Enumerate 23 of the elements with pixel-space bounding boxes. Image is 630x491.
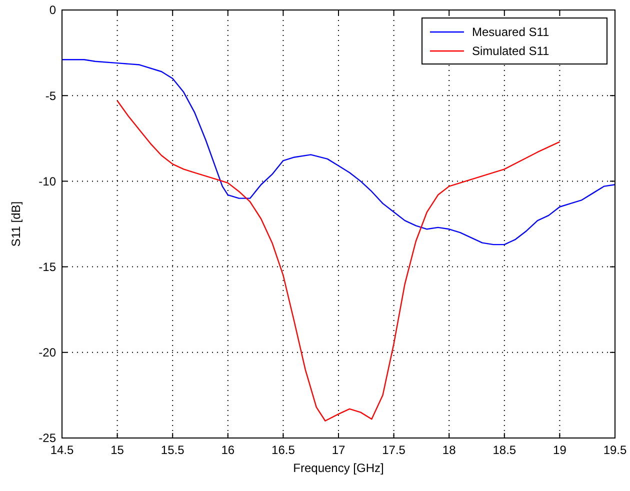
x-axis-title: Frequency [GHz] — [293, 461, 384, 475]
line-series — [61, 59, 616, 246]
legend-label: Mesuared S11 — [472, 25, 550, 40]
x-tick-label: 16.5 — [272, 443, 296, 457]
x-tick-label: 19.5 — [603, 443, 627, 457]
legend-label: Simulated S11 — [472, 44, 550, 58]
y-tick-label: 0 — [49, 3, 56, 18]
x-tick-label: 19 — [553, 443, 567, 457]
line-series — [116, 100, 560, 422]
y-tick-label: -20 — [38, 346, 56, 360]
y-tick-label: -25 — [38, 431, 56, 446]
x-tick-label: 15.5 — [160, 443, 185, 457]
x-tick-label: 15 — [110, 443, 124, 457]
x-tick-label: 18.5 — [492, 443, 516, 457]
y-tick-label: -5 — [45, 88, 56, 103]
x-tick-label: 18 — [442, 443, 456, 457]
x-tick-label: 14.5 — [50, 443, 74, 457]
y-tick-label: -10 — [38, 174, 56, 188]
y-tick-label: -15 — [38, 260, 56, 274]
x-tick-label: 17 — [332, 443, 346, 457]
x-tick-label: 16 — [221, 443, 235, 457]
x-tick-label: 17.5 — [382, 443, 406, 457]
y-axis-title: S11 [dB] — [9, 201, 23, 247]
